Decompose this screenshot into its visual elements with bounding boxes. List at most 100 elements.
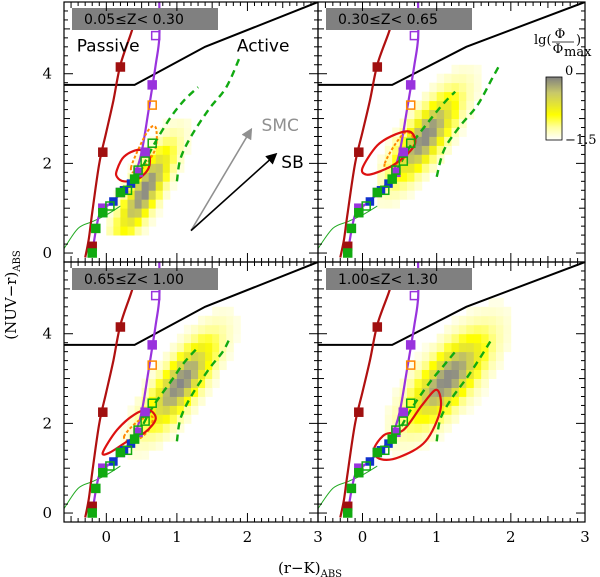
heatmap-cell (414, 360, 423, 370)
heatmap-cell (162, 190, 171, 200)
heatmap-cell (155, 387, 164, 397)
heatmap-cell (183, 342, 192, 353)
heatmap-cell (496, 297, 504, 308)
heatmap-cell (481, 360, 489, 370)
heatmap-cell (155, 190, 164, 200)
heatmap-cell (162, 136, 171, 146)
heatmap-cell (466, 360, 475, 370)
heatmap-cell (458, 73, 467, 84)
thin-green-curve (64, 205, 121, 249)
panel-title: 0.30≤Z< 0.65 (338, 12, 438, 28)
heatmap-cell (488, 351, 497, 362)
green-open-square-marker (361, 461, 371, 471)
heatmap-cell (421, 91, 430, 102)
heatmap-cell (120, 208, 128, 218)
heatmap-cell (414, 100, 423, 110)
heatmap-cell (226, 306, 234, 317)
panel-title-bg (72, 8, 218, 30)
heatmap-cell (414, 387, 423, 397)
heatmap-cell (392, 414, 400, 424)
heatmap-cell (212, 324, 220, 335)
heatmap-cell (127, 405, 135, 415)
green-square-marker (129, 174, 140, 184)
red-contour (114, 148, 152, 183)
heatmap-cell (421, 127, 430, 137)
heatmap-cell (169, 154, 178, 164)
heatmap-cell (183, 387, 192, 397)
y-axis-title: (NUV−r)ABS (2, 250, 23, 340)
heatmap-cell (436, 136, 445, 146)
heatmap-cell (155, 199, 164, 209)
x-tick-label: 0 (358, 528, 368, 546)
panel-title-bg (72, 268, 218, 290)
heatmap-cell (429, 405, 438, 415)
heatmap-cell (155, 208, 164, 218)
heatmap-cell (421, 109, 430, 119)
heatmap-cell (458, 127, 467, 137)
heatmap-cell (392, 199, 400, 209)
purple-square-marker (140, 407, 150, 417)
heatmap-cell (466, 405, 475, 415)
orange-open-square-marker (405, 100, 416, 110)
heatmap-cell (141, 378, 150, 388)
heatmap-cell (141, 154, 150, 164)
heatmap-cell (148, 405, 157, 415)
colorbar-scale (545, 76, 563, 141)
heatmap-cell (176, 414, 185, 424)
heatmap-cell (473, 64, 482, 75)
heatmap-cell (421, 405, 430, 415)
heatmap-cell (399, 414, 408, 424)
heatmap-cell (488, 360, 497, 370)
heatmap-cell (451, 378, 460, 388)
heatmap-cell (155, 423, 164, 433)
heatmap-cell (198, 315, 206, 326)
heatmap-cell (414, 351, 423, 362)
heatmap-cell (436, 82, 445, 93)
panel-content (318, 2, 585, 258)
heatmap-cell (198, 351, 206, 362)
green-square-marker (387, 434, 397, 444)
heatmap-cell (414, 172, 423, 182)
heatmap-cell (134, 405, 143, 415)
heatmap-cell (155, 369, 164, 379)
heatmap-cell (162, 432, 171, 442)
heatmap-cell (407, 423, 415, 433)
panel-ticks (318, 1, 586, 262)
heatmap-cell (191, 351, 199, 362)
x-tick-label: 0 (102, 528, 112, 546)
heatmap-cell (444, 351, 452, 362)
green-open-square-marker (361, 201, 371, 211)
heatmap-cell (219, 315, 227, 326)
heatmap-cell (488, 369, 497, 379)
green-square-marker (98, 207, 108, 218)
heatmap-cell (219, 351, 227, 362)
heatmap-cell (421, 163, 430, 173)
green-square-marker (87, 508, 97, 518)
heatmap-cell (113, 217, 121, 227)
heatmap-cell (466, 324, 475, 335)
green-open-square-marker (391, 165, 401, 175)
heatmap-cell (451, 136, 460, 146)
heatmap-cell (162, 405, 171, 415)
heatmap-cell (127, 414, 135, 424)
panel-title-box: 0.65≤Z< 1.00 (72, 268, 218, 290)
heatmap-cell (162, 423, 171, 433)
heatmap-cell (407, 369, 415, 379)
heatmap-cell (162, 154, 171, 164)
heatmap-cell (407, 109, 415, 119)
heatmap-cell (155, 181, 164, 191)
panel-content (64, 262, 318, 518)
heatmap-cell (205, 387, 213, 397)
heatmap-cell (429, 136, 438, 146)
heatmap-cell (421, 136, 430, 146)
green-open-square-marker (140, 416, 150, 426)
heatmap-cell (141, 181, 150, 191)
heatmap-cell (444, 91, 452, 102)
panel-2: 0.30≤Z< 0.65 (317, 1, 586, 263)
heatmap-cell (421, 432, 430, 442)
heatmap-cell (414, 109, 423, 119)
heatmap-cell (399, 432, 408, 442)
heatmap-cell (444, 324, 452, 335)
heatmap-cell (377, 163, 386, 173)
heatmap-cell (496, 342, 504, 353)
